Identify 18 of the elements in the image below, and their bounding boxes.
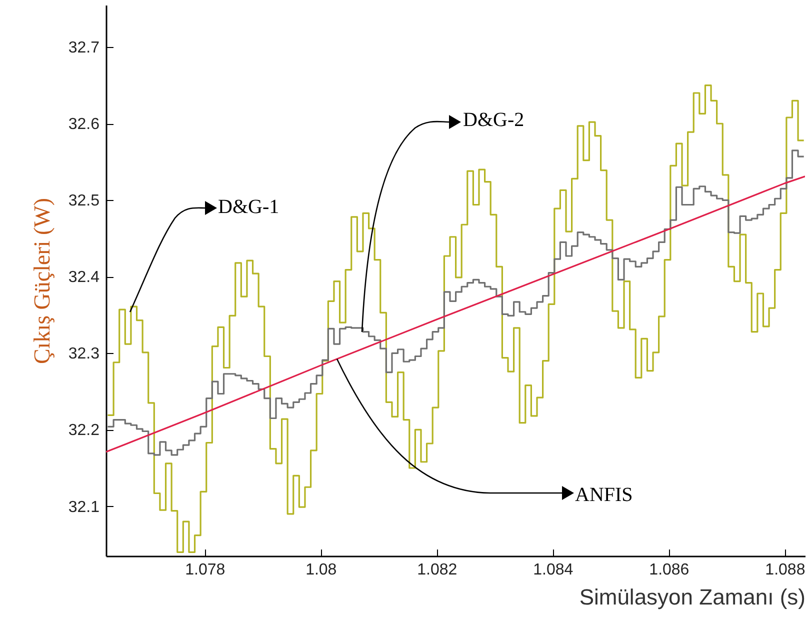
x-tick-label: 1.082 (417, 562, 458, 578)
x-tick-label: 1.088 (765, 562, 806, 578)
y-tick-label: 32.7 (68, 40, 100, 57)
y-tick-label: 32.2 (68, 422, 100, 440)
x-axis-title: Simülasyon Zamanı (s) (579, 584, 806, 610)
text: ANFIS (575, 484, 633, 506)
text: D&G-2 (463, 109, 524, 131)
y-tick-label: 32.1 (68, 498, 100, 516)
y-tick-label: 32.3 (68, 346, 100, 363)
y-tick-label: 32.5 (68, 192, 100, 210)
y-tick-label: 32.4 (68, 269, 100, 286)
x-tick-label: 1.084 (533, 562, 574, 578)
y-tick-label: 32.6 (68, 116, 100, 134)
x-tick-label: 1.086 (649, 562, 690, 578)
x-tick-label: 1.08 (306, 562, 337, 578)
text: D&G-1 (218, 196, 280, 218)
x-tick-label: 1.078 (185, 562, 226, 578)
y-axis-title: Çıkış Güçleri (W) (29, 198, 54, 364)
